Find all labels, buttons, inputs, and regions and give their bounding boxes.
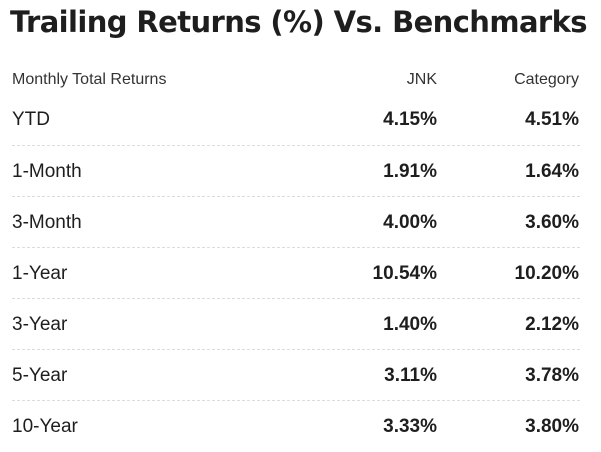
row-category-return: 4.51% [525,109,579,130]
table-row: 3-Year 1.40% 2.12% [12,299,580,350]
row-category-return: 2.12% [525,314,579,335]
row-category-return: 10.20% [514,263,579,284]
row-fund-return: 3.33% [383,416,437,437]
row-category-return: 1.64% [525,161,579,182]
row-category-return: 3.60% [525,212,579,233]
table-row: 3-Month 4.00% 3.60% [12,197,580,248]
table-row: YTD 4.15% 4.51% [12,98,580,146]
row-fund-return: 3.11% [384,365,437,386]
row-category-return: 3.80% [525,416,579,437]
row-period-label: YTD [12,109,50,130]
table-row: 10-Year 3.33% 3.80% [12,401,580,452]
row-fund-return: 4.00% [383,212,437,233]
row-fund-return: 4.15% [383,109,437,130]
column-header-period: Monthly Total Returns [12,71,167,88]
table-row: 1-Year 10.54% 10.20% [12,248,580,299]
row-fund-return: 1.91% [383,161,437,182]
row-fund-return: 1.40% [383,314,437,335]
row-period-label: 10-Year [12,416,78,437]
row-period-label: 1-Month [12,161,82,182]
column-header-category: Category [514,71,579,88]
row-fund-return: 10.54% [372,263,437,284]
row-period-label: 1-Year [12,263,68,284]
row-period-label: 3-Month [12,212,82,233]
page-title: Trailing Returns (%) Vs. Benchmarks [10,5,588,39]
returns-table: Monthly Total Returns JNK Category YTD 4… [12,60,580,452]
row-period-label: 3-Year [12,314,68,335]
row-category-return: 3.78% [525,365,579,386]
row-period-label: 5-Year [12,365,68,386]
column-header-fund: JNK [406,71,437,88]
table-row: 5-Year 3.11% 3.78% [12,350,580,401]
table-row: 1-Month 1.91% 1.64% [12,146,580,197]
table-header-row: Monthly Total Returns JNK Category [12,60,580,98]
